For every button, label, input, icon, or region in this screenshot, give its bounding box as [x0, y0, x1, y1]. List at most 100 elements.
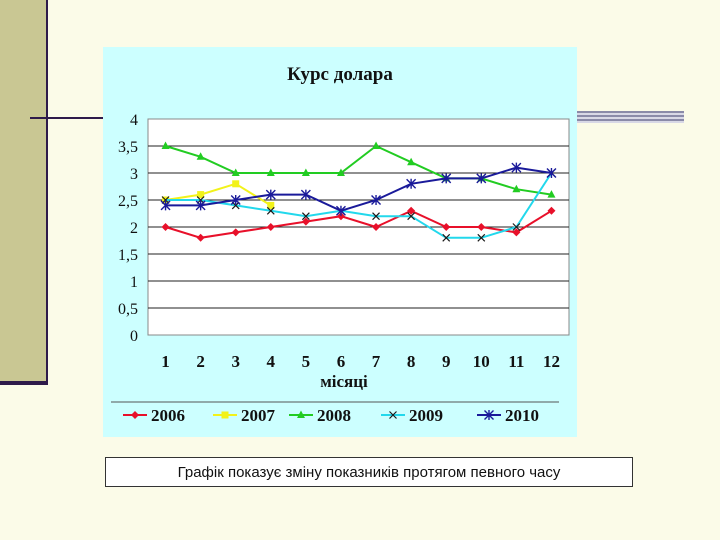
x-tick-label: 3: [231, 352, 240, 371]
data-point: [161, 141, 170, 149]
decorative-rule-right: [576, 111, 684, 123]
y-tick-label: 4: [130, 112, 138, 129]
data-point: [301, 168, 310, 176]
legend-item-2006: 2006: [123, 406, 185, 425]
x-tick-label: 12: [543, 352, 560, 371]
x-tick-label: 10: [473, 352, 490, 371]
decorative-rule-left: [30, 117, 105, 119]
y-tick-label: 3: [130, 166, 138, 183]
data-point: [441, 173, 452, 184]
y-tick-label: 1: [130, 274, 138, 291]
chart-caption: Графік показує зміну показників протягом…: [105, 457, 633, 487]
series-line-2009: [165, 172, 553, 239]
data-point: [265, 189, 276, 200]
x-tick-label: 5: [302, 352, 311, 371]
decorative-side-line: [46, 0, 48, 384]
x-tick-label: 1: [161, 352, 170, 371]
legend-item-2007: 2007: [213, 406, 276, 425]
data-point: [372, 223, 381, 231]
x-tick-label: 7: [372, 352, 381, 371]
caption-text: Графік показує зміну показників протягом…: [177, 463, 561, 481]
x-tick-label: 11: [508, 352, 524, 371]
legend-marker: [484, 410, 494, 420]
x-tick-label: 4: [267, 352, 276, 371]
data-point: [267, 201, 275, 209]
series-line-2008: [165, 144, 552, 196]
data-point: [512, 223, 521, 231]
x-axis-label: місяці: [320, 372, 368, 391]
data-point: [477, 233, 486, 242]
y-tick-labels: 0 0,5 1 1,5 2 2,5 3 3,5 4: [118, 112, 138, 345]
data-point: [160, 200, 171, 211]
legend: 2006 2007 2008 2009 2010: [123, 406, 539, 425]
legend-label: 2007: [241, 406, 276, 425]
x-tick-label: 8: [407, 352, 416, 371]
data-point: [546, 168, 557, 178]
data-point: [407, 157, 416, 166]
data-point: [266, 206, 275, 215]
data-point: [406, 178, 417, 189]
x-tick-label: 9: [442, 352, 451, 371]
data-point: [300, 189, 311, 200]
data-point: [372, 141, 381, 149]
data-point: [512, 184, 521, 193]
data-point: [197, 191, 205, 199]
data-point: [230, 195, 241, 205]
x-tick-labels: 1 2 3 4 5 6 7 8 9 10 11 12: [161, 352, 560, 371]
legend-marker: [389, 411, 397, 419]
y-tick-label: 3,5: [118, 139, 138, 156]
data-point: [547, 190, 556, 198]
data-point: [371, 195, 382, 205]
data-point: [336, 212, 345, 221]
legend-marker: [131, 411, 139, 419]
series-2006: [161, 206, 556, 242]
x-tick-label: 2: [196, 352, 205, 371]
data-point: [266, 168, 275, 176]
data-point: [442, 223, 451, 231]
data-point: [301, 217, 310, 226]
data-point: [196, 233, 205, 242]
series-line-2007: [165, 182, 272, 207]
y-tick-label: 2,5: [118, 193, 138, 210]
data-point: [476, 173, 487, 184]
legend-label: 2006: [151, 406, 185, 425]
data-point: [196, 152, 205, 160]
decorative-side-bar-edge: [0, 381, 48, 385]
x-tick-label: 6: [337, 352, 346, 371]
data-point: [335, 205, 346, 216]
data-point: [161, 223, 170, 231]
series-2010: [160, 162, 557, 216]
y-tick-label: 2: [130, 220, 138, 237]
data-point: [477, 223, 486, 231]
data-point: [195, 200, 206, 211]
legend-label: 2009: [409, 406, 443, 425]
data-point: [372, 212, 380, 221]
data-point: [301, 212, 310, 221]
data-point: [512, 228, 521, 237]
legend-marker: [297, 410, 305, 418]
series-line-2006: [165, 209, 552, 239]
decorative-side-bar: [0, 0, 46, 384]
data-point: [511, 162, 522, 173]
data-point: [407, 206, 416, 215]
data-point: [266, 223, 275, 231]
data-point: [442, 233, 451, 242]
data-point: [232, 180, 240, 188]
series-lines: [160, 141, 557, 242]
data-point: [547, 206, 556, 215]
series-2008: [161, 141, 556, 198]
chart-title: Курс долара: [287, 64, 393, 85]
legend-label: 2010: [505, 406, 539, 425]
legend-label: 2008: [317, 406, 351, 425]
legend-item-2008: 2008: [289, 406, 351, 425]
y-tick-label: 1,5: [118, 247, 138, 264]
legend-item-2010: 2010: [477, 406, 539, 425]
legend-item-2009: 2009: [381, 406, 443, 425]
y-tick-label: 0: [130, 328, 138, 345]
legend-marker: [221, 411, 229, 419]
y-tick-label: 0,5: [118, 301, 138, 318]
series-line-2010: [165, 166, 552, 212]
data-point: [231, 228, 240, 237]
